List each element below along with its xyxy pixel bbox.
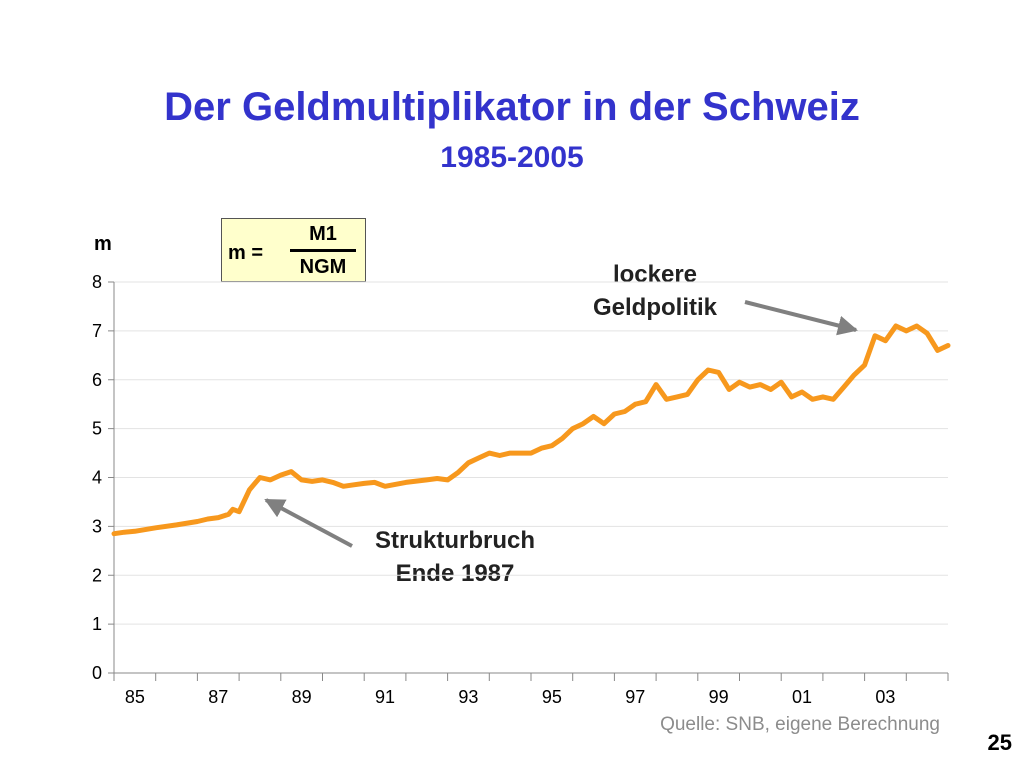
y-tick-label: 0	[92, 663, 102, 683]
arrow-lockere-geldpolitik	[744, 300, 858, 336]
formula-fraction-bar	[290, 249, 356, 252]
annotation-line: lockere	[612, 261, 698, 288]
y-tick-label: 6	[92, 370, 102, 390]
annotation-strukturbruch: Strukturbruch Ende 1987	[340, 524, 570, 590]
formula-box: m = M1 NGM	[221, 218, 366, 282]
slide-title: Der Geldmultiplikator in der Schweiz	[164, 85, 860, 129]
formula-numerator: M1	[309, 223, 337, 245]
x-tick-label: 01	[792, 687, 812, 707]
arrow-strukturbruch	[264, 498, 353, 548]
y-axis-label: m	[94, 233, 112, 255]
series-line-m	[111, 323, 951, 537]
y-tick-label: 7	[92, 321, 102, 341]
y-tick-label: 5	[92, 419, 102, 439]
x-tick-label: 95	[542, 687, 562, 707]
annotation-line: Geldpolitik	[592, 294, 717, 321]
formula-denominator: NGM	[299, 256, 347, 278]
x-tick-label: 89	[292, 687, 312, 707]
x-tick-label: 99	[709, 687, 729, 707]
slide-subtitle: 1985-2005	[440, 141, 584, 174]
x-tick-label: 93	[458, 687, 478, 707]
x-tick-label: 85	[125, 687, 145, 707]
y-tick-label: 4	[92, 468, 102, 488]
y-tick-label: 8	[92, 272, 102, 292]
annotation-lockere-geldpolitik: lockere Geldpolitik	[560, 258, 750, 324]
formula-lhs: m =	[228, 242, 264, 264]
x-tick-label: 97	[625, 687, 645, 707]
y-tick-label: 3	[92, 516, 102, 536]
x-tick-label: 91	[375, 687, 395, 707]
annotation-line: Ende 1987	[395, 560, 515, 587]
series-layer	[111, 323, 951, 537]
gridlines	[114, 281, 948, 625]
y-tick-label: 1	[92, 614, 102, 634]
x-tick-label: 03	[875, 687, 895, 707]
source-note: Quelle: SNB, eigene Berechnung	[660, 714, 940, 735]
page-number: 25	[987, 730, 1012, 755]
y-tick-label: 2	[92, 565, 102, 585]
annotation-line: Strukturbruch	[374, 527, 535, 554]
x-tick-label: 87	[208, 687, 228, 707]
